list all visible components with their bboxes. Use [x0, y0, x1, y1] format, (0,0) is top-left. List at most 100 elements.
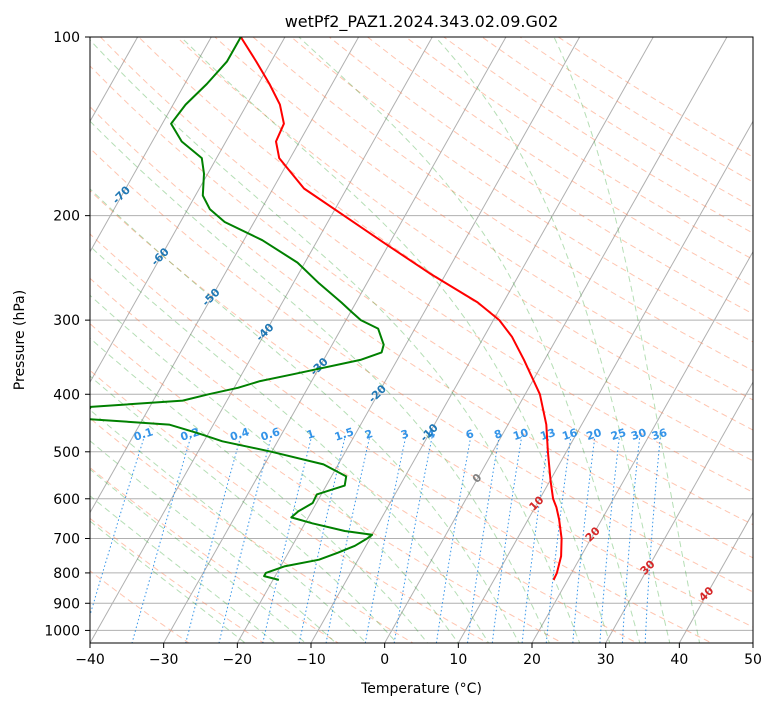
- mixing-ratio-line: [90, 435, 145, 617]
- isotherm-label: 30: [638, 557, 658, 577]
- mixing-ratio-label: 0.4: [228, 425, 251, 443]
- dry-adiabat: [90, 106, 753, 559]
- mixing-ratio-label: 16: [561, 426, 580, 443]
- mixing-ratio-label: 36: [650, 426, 669, 443]
- dry-adiabat: [138, 37, 753, 462]
- x-axis: −40 −30 −20 −10 0 10 20 30 40 50: [75, 643, 762, 668]
- moist-adiabat: [90, 245, 490, 643]
- mixing-ratio-line: [185, 435, 242, 643]
- isotherm-label: -20: [366, 382, 389, 405]
- dewpoint-profile: [90, 37, 385, 581]
- dry-adiabat: [90, 65, 753, 526]
- isotherm-label: -90: [14, 92, 37, 115]
- y-tick-label: 600: [53, 492, 80, 508]
- plot-frame: [89, 36, 754, 644]
- y-axis-label: Pressure (hPa): [12, 290, 28, 390]
- isotherm-line: [752, 641, 753, 643]
- mixing-ratio-line: [545, 435, 572, 643]
- moist-adiabat: [90, 440, 337, 643]
- moist-adiabat: [90, 39, 581, 643]
- moist-adiabat: [298, 37, 641, 643]
- isotherm-label: 40: [696, 584, 716, 604]
- mixing-ratio-label: 0.1: [132, 425, 155, 443]
- mixing-ratio-line: [298, 435, 346, 643]
- mixing-ratio-label: 2: [363, 427, 374, 442]
- mixing-ratio-label: 6: [464, 427, 476, 442]
- isotherm-line: [90, 37, 212, 253]
- mixing-ratio-label: 1: [305, 427, 316, 442]
- mixing-ratio-line: [572, 435, 596, 643]
- dry-adiabat: [90, 570, 190, 643]
- isotherm-label: -10: [418, 421, 441, 444]
- mixing-ratio-label: 1.5: [333, 425, 356, 443]
- isotherm-label: 10: [527, 493, 547, 513]
- isotherm-line: [531, 250, 753, 643]
- dry-adiabat: [90, 147, 753, 593]
- dry-adiabat: [558, 37, 753, 158]
- isotherm-line: [310, 37, 654, 643]
- mixing-ratio-line: [218, 435, 272, 643]
- moist-adiabat: [180, 37, 611, 643]
- y-tick-label: 200: [53, 209, 80, 225]
- mixing-ratio-line: [325, 435, 371, 643]
- x-axis-label: Temperature (°C): [360, 681, 482, 697]
- plot-area: 0.10.20.40.611.52346810131620253036-100-…: [0, 10, 753, 655]
- mixing-ratio-label: 0.6: [259, 425, 282, 443]
- y-tick-label: 500: [53, 445, 80, 461]
- isotherm-label: -70: [110, 183, 133, 206]
- mixing-ratio-label: 13: [539, 426, 558, 443]
- dry-adiabat: [328, 37, 753, 315]
- chart-title: wetPf2_PAZ1.2024.343.02.09.G02: [285, 12, 559, 32]
- mixing-ratio-label: 3: [399, 427, 410, 442]
- mixing-ratio-line: [466, 435, 500, 643]
- dry-adiabat: [481, 37, 753, 208]
- x-tick-label: 0: [380, 652, 389, 668]
- y-tick-label: 300: [53, 313, 80, 329]
- moist-adiabat: [90, 495, 276, 643]
- dry-adiabat: [90, 233, 713, 643]
- dry-adiabat: [90, 369, 489, 643]
- dry-adiabat: [214, 37, 753, 401]
- y-axis: 100 200 300 400 500 600 700 800 900 1000: [44, 30, 90, 639]
- mixing-ratio-line: [364, 435, 407, 643]
- isotherm-line: [384, 37, 728, 643]
- x-tick-label: 10: [449, 652, 467, 668]
- moist-adiabat: [90, 375, 398, 643]
- y-tick-label: 1000: [44, 623, 80, 639]
- y-tick-label: 800: [53, 566, 80, 582]
- isotherm-label: -80: [62, 138, 85, 161]
- isotherm-label: 0: [470, 471, 485, 486]
- dry-adiabat: [100, 37, 753, 493]
- dry-adiabat: [90, 189, 753, 628]
- moist-adiabat: [553, 37, 701, 643]
- moist-adiabat: [90, 468, 307, 643]
- mixing-ratio-label: 20: [585, 426, 604, 443]
- isotherm-line: [90, 37, 433, 643]
- isotherm-line: [0, 10, 6, 655]
- isotherm-label: -40: [253, 321, 276, 344]
- dry-adiabat: [90, 277, 639, 643]
- moist-adiabat: [90, 120, 550, 643]
- x-tick-label: −20: [223, 652, 253, 668]
- mixing-ratio-line: [131, 435, 192, 643]
- isotherm-label: -60: [149, 245, 172, 268]
- y-tick-label: 700: [53, 532, 80, 548]
- temperature-profile: [239, 37, 563, 581]
- isotherm-line: [236, 37, 581, 643]
- mixing-ratio-line: [599, 435, 620, 643]
- mixing-ratio-label: 30: [629, 426, 648, 443]
- mixing-ratio-line: [491, 435, 523, 643]
- moist-adiabat: [435, 37, 671, 643]
- mixing-ratio-line: [435, 435, 472, 643]
- mixing-ratio-label: 25: [609, 426, 628, 443]
- x-tick-label: 20: [523, 652, 541, 668]
- x-tick-label: 40: [670, 652, 688, 668]
- mixing-ratio-label: 4: [426, 427, 438, 442]
- isotherm-line: [90, 37, 286, 384]
- mixing-ratio-line: [262, 435, 313, 643]
- moist-adiabat: [90, 337, 429, 643]
- x-tick-label: −30: [149, 652, 179, 668]
- moist-adiabat: [90, 188, 520, 643]
- x-tick-label: −40: [75, 652, 105, 668]
